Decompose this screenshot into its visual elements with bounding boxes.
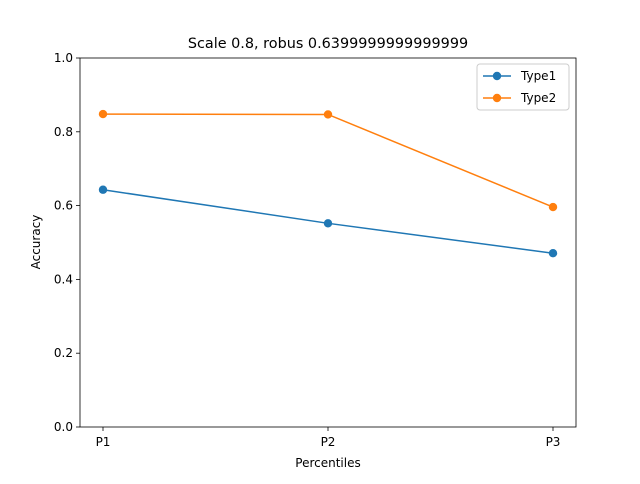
y-tick-label: 0.6 — [54, 199, 73, 213]
y-tick-label: 0.4 — [54, 272, 73, 286]
y-tick-label: 0.2 — [54, 346, 73, 360]
y-axis-label: Accuracy — [29, 215, 43, 270]
x-axis-label: Percentiles — [295, 456, 360, 470]
y-tick-label: 0.8 — [54, 125, 73, 139]
chart-title: Scale 0.8, robus 0.6399999999999999 — [188, 36, 468, 52]
data-point-type1 — [98, 185, 108, 194]
data-point-type2 — [98, 109, 108, 119]
plot-area: 0.0 0.2 0.4 0.6 0.8 1.0 P1 P2 P3 Type1 Type2 — [54, 51, 577, 449]
x-tick-label: P3 — [546, 435, 561, 449]
x-tick-label: P2 — [321, 435, 336, 449]
legend-marker-type2 — [492, 93, 502, 103]
x-tick-label: P1 — [96, 435, 111, 449]
axes-frame — [79, 57, 577, 428]
legend-label-type1: Type1 — [520, 69, 556, 83]
legend-marker-type1 — [492, 71, 502, 81]
y-tick-label: 1.0 — [54, 51, 73, 65]
data-point-type1 — [548, 249, 558, 258]
legend-label-type2: Type2 — [520, 91, 556, 105]
y-tick-label: 0.0 — [54, 420, 73, 434]
data-point-type2 — [548, 202, 558, 212]
data-point-type2 — [323, 110, 333, 119]
data-point-type1 — [323, 219, 333, 228]
